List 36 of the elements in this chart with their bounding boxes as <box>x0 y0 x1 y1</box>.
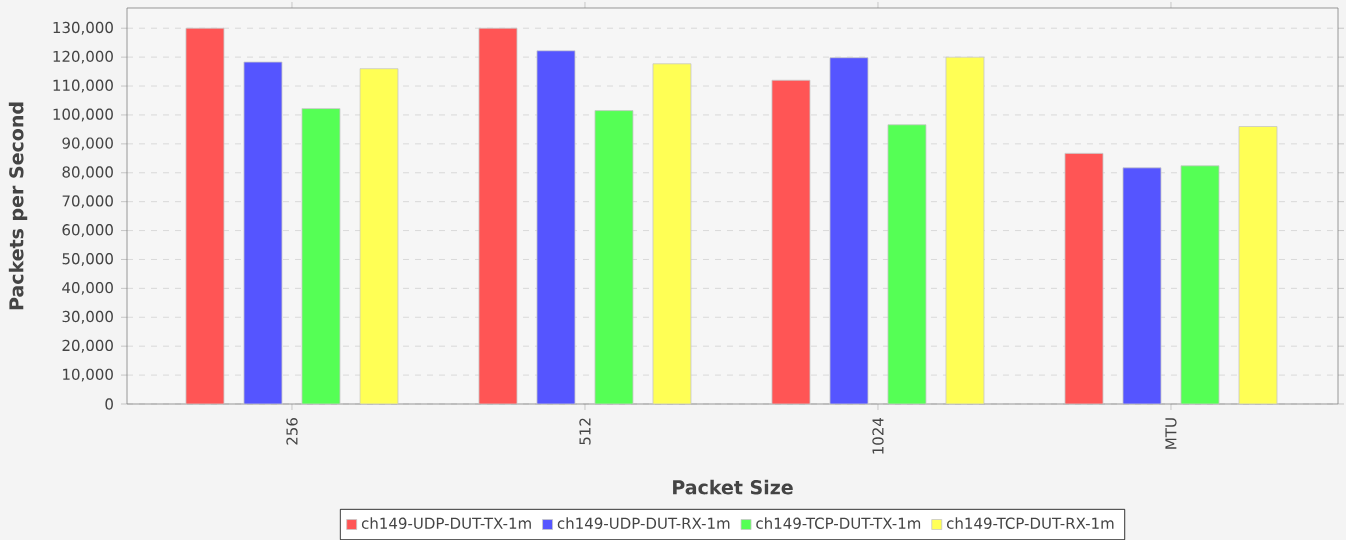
y-tick-label: 70,000 <box>62 195 113 209</box>
legend-label: ch149-UDP-DUT-TX-1m <box>361 517 531 529</box>
x-tick-label: 256 <box>286 417 298 445</box>
bar <box>301 108 341 404</box>
y-tick-label: 40,000 <box>62 281 113 295</box>
y-tick-label: 110,000 <box>53 79 113 93</box>
bar <box>1238 126 1278 404</box>
bar <box>185 27 225 404</box>
bar <box>359 68 399 404</box>
y-axis-title: Packets per Second <box>8 102 28 310</box>
bar <box>652 63 692 404</box>
x-tick-label: 512 <box>579 418 591 445</box>
bar <box>1064 152 1104 404</box>
y-tick-label: 80,000 <box>62 166 113 180</box>
y-tick-label: 20,000 <box>62 339 113 353</box>
bar <box>887 124 927 404</box>
x-tick-label: MTU <box>1165 418 1177 449</box>
x-tick-label: 1024 <box>872 417 884 454</box>
legend-label: ch149-UDP-DUT-RX-1m <box>557 517 730 529</box>
y-tick-label: 100,000 <box>53 108 113 122</box>
bar <box>478 27 518 404</box>
y-tick-label: 130,000 <box>53 21 113 35</box>
bar <box>771 79 811 404</box>
y-tick-label: 60,000 <box>62 224 113 237</box>
y-tick-label: 120,000 <box>53 50 113 64</box>
y-tick-label: 0 <box>105 398 113 410</box>
bar <box>594 110 634 404</box>
legend-label: ch149-TCP-DUT-RX-1m <box>946 517 1114 529</box>
x-axis-title: Packet Size <box>673 479 793 495</box>
legend-label: ch149-TCP-DUT-TX-1m <box>756 517 921 529</box>
bar <box>945 56 985 404</box>
y-tick-label: 10,000 <box>63 368 113 382</box>
bar <box>1180 165 1220 404</box>
y-tick-label: 30,000 <box>62 310 113 324</box>
y-tick-label: 90,000 <box>62 137 113 151</box>
y-tick-label: 50,000 <box>62 252 113 266</box>
